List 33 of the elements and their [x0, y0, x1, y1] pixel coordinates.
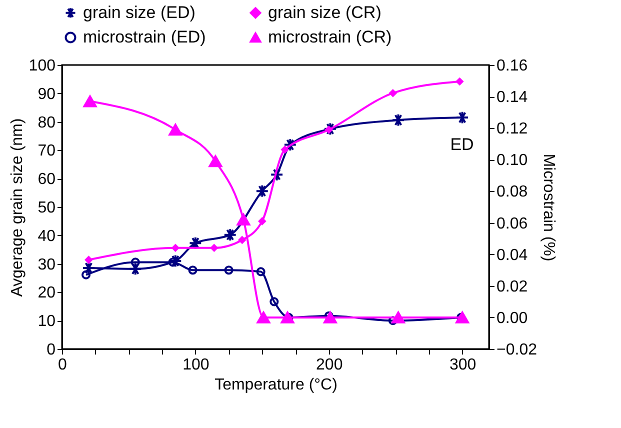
x-axis-title: Temperature (°C) [214, 376, 338, 394]
annotation: ED [450, 135, 474, 154]
y2-tick-label: 0.16 [496, 58, 528, 74]
y-axis-title: Avgerage grain size (nm) [8, 118, 26, 297]
y-tick-label: 60 [38, 171, 56, 188]
y-tick-label: 20 [38, 284, 56, 302]
y2-tick-label: 0.06 [496, 215, 528, 232]
y2-tick-label: 0.04 [496, 246, 528, 264]
y-tick-label: 100 [28, 58, 56, 74]
y-tick-label: 10 [38, 313, 56, 330]
y2-tick-label: −0.02 [496, 342, 538, 358]
y2-tick-label: 0.14 [496, 89, 528, 106]
legend-label: microstrain (CR) [268, 28, 392, 46]
x-tick-label: 0 [58, 356, 68, 374]
y2-tick-label: 0.00 [496, 310, 528, 327]
legend-label: grain size (CR) [268, 2, 382, 22]
y-tick-label: 80 [38, 114, 56, 132]
x-tick-label: 300 [449, 356, 476, 374]
y2-tick-label: 0.02 [496, 278, 528, 296]
x-tick-label: 200 [316, 356, 343, 374]
x-tick-label: 100 [182, 356, 210, 374]
y-tick-label: 90 [38, 86, 56, 103]
legend-label: microstrain (ED) [83, 28, 206, 46]
y2-tick-label: 0.12 [496, 120, 528, 138]
y2-tick-label: 0.10 [496, 152, 528, 170]
y-tick-label: 50 [38, 200, 56, 216]
legend-label: grain size (ED) [83, 2, 196, 22]
y-tick-label: 70 [38, 142, 56, 160]
y-tick-label: 40 [38, 228, 56, 245]
y-tick-label: 0 [46, 342, 56, 358]
y2-axis-title: Microstrain (%) [540, 154, 557, 262]
y-tick-label: 30 [38, 256, 56, 274]
y2-tick-label: 0.08 [496, 184, 528, 201]
